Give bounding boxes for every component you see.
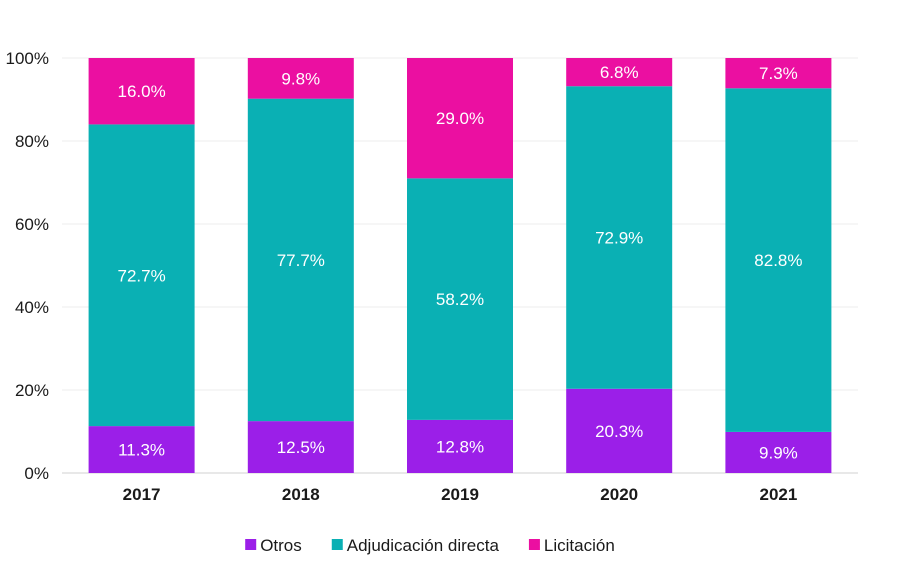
y-tick-label: 60% [15,215,49,234]
data-label: 82.8% [754,251,802,270]
data-label: 12.5% [277,438,325,457]
bar-segment [407,419,513,473]
data-label: 11.3% [118,441,165,460]
legend-label: Licitación [544,536,615,555]
legend-label: Adjudicación directa [347,536,500,555]
x-tick-label: 2020 [600,485,638,504]
bar-segment [566,86,673,389]
y-tick-label: 40% [15,298,49,317]
y-tick-label: 20% [15,381,49,400]
data-label: 16.0% [117,82,165,101]
bar-segment [725,88,832,432]
data-label: 7.3% [759,64,798,83]
data-label: 77.7% [277,251,325,270]
y-tick-label: 0% [24,464,49,483]
legend-item: Otros [245,536,302,555]
legend-swatch [245,539,257,550]
bar-segment [566,58,673,87]
x-tick-label: 2017 [123,485,161,504]
legend-item: Adjudicación directa [331,536,500,555]
data-label: 12.8% [436,437,484,456]
y-tick-label: 100% [6,49,49,68]
legend-swatch [528,539,540,550]
y-tick-label: 80% [15,132,49,151]
bar-segment [247,421,354,473]
bar-segment [407,58,513,179]
data-label: 58.2% [436,290,484,309]
legend-item: Licitación [528,536,615,555]
bar-segment [725,431,832,473]
data-label: 72.9% [595,228,643,247]
x-tick-label: 2021 [759,485,797,504]
legend-swatch [331,539,343,550]
legend: Otros Adjudicación directa Licitación [245,536,615,555]
bar-segment [88,426,195,473]
bar-segment [566,388,673,473]
bar-segment [88,124,195,427]
data-label: 72.7% [117,266,165,285]
legend-label: Otros [260,536,302,555]
x-tick-label: 2019 [441,485,479,504]
x-tick-label: 2018 [282,485,320,504]
bar-segment [247,58,354,99]
bars: 11.3% 72.7% 16.0% 12.5% 77.7% 9.8% 12.8% 58.2% 2… [88,58,832,473]
data-label: 20.3% [595,422,643,441]
bar-segment [407,178,513,420]
data-label: 29.0% [436,109,484,128]
bar-segment [88,58,195,125]
bar-segment [725,58,832,89]
y-axis-ticks: 0% 20% 40% 60% 80% 100% [6,49,49,483]
bar-segment [247,98,354,422]
x-axis-ticks: 2017 2018 2019 2020 2021 [123,485,798,504]
data-label: 9.8% [281,69,320,88]
data-label: 9.9% [759,443,798,462]
data-label: 6.8% [600,63,639,82]
